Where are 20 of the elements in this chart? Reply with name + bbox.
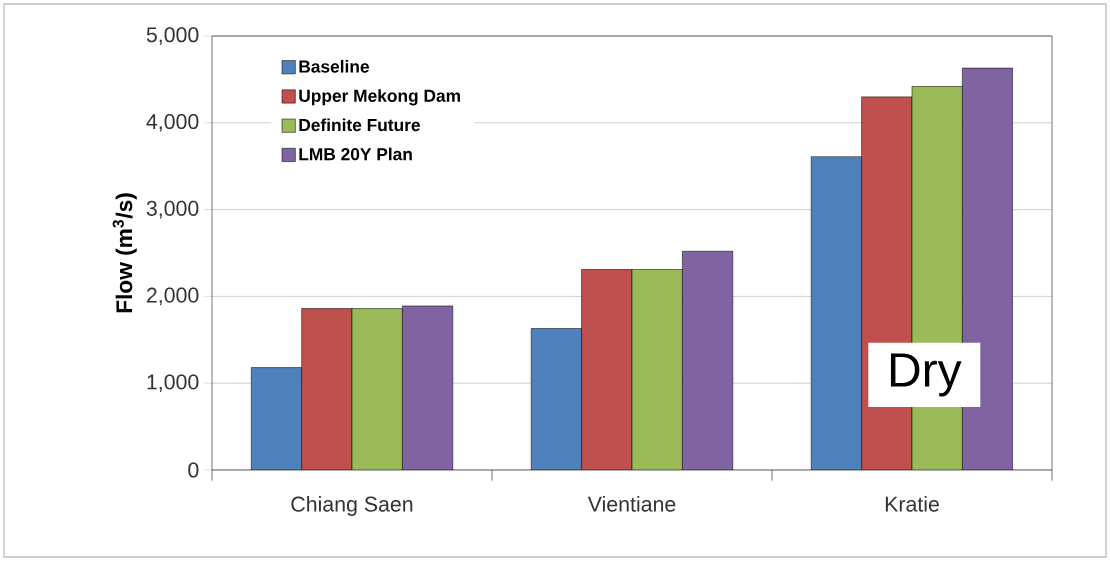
legend-label: Baseline <box>299 59 369 73</box>
bar <box>250 367 302 470</box>
y-tick-label: 3,000 <box>146 200 199 219</box>
x-tick-label: Vientiane <box>587 496 676 512</box>
legend-label: LMB 20Y Plan <box>299 147 412 161</box>
bar <box>530 328 582 470</box>
x-tick-label: Kratie <box>885 496 939 512</box>
legend-label: Definite Future <box>299 118 420 132</box>
y-tick-label: 0 <box>188 462 199 478</box>
bar <box>810 156 862 470</box>
annotation: Dry <box>890 353 962 397</box>
y-tick-label: 4,000 <box>146 114 199 132</box>
y-tick-label: 2,000 <box>146 287 199 306</box>
bar <box>631 269 683 470</box>
legend-label: Upper Mekong Dam <box>299 89 460 106</box>
y-tick-label: 1,000 <box>147 374 199 392</box>
bar <box>351 308 403 470</box>
y-axis-title: Flow (m$^{3}$/s) <box>112 193 137 313</box>
y-tick-label: 5,000 <box>146 27 199 45</box>
x-tick-label: Chiang Saen <box>291 496 413 516</box>
